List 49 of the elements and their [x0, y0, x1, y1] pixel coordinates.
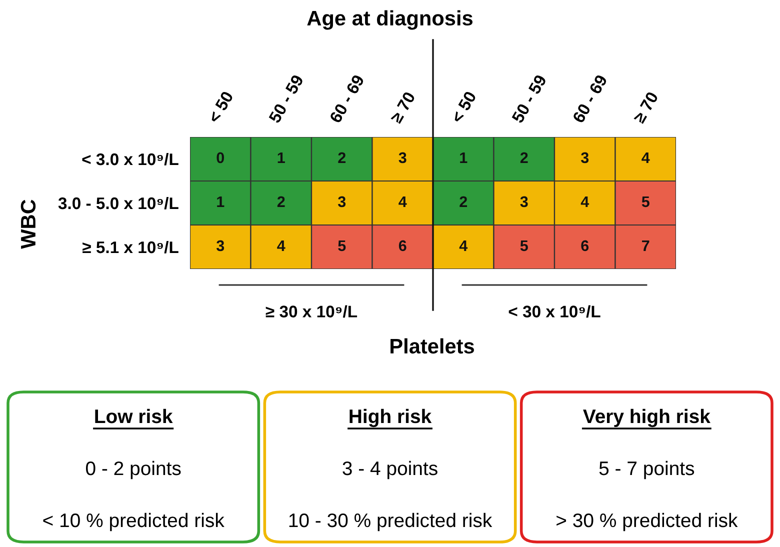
y-tick-label: 3.0 - 5.0 x 10⁹/L	[58, 196, 178, 210]
data-label: 4	[398, 196, 407, 207]
data-label: 2	[338, 152, 346, 163]
x-tick-label: 50 - 59	[511, 74, 547, 124]
text: 3 - 4 points	[342, 460, 438, 480]
text: Low risk	[95, 408, 173, 424]
text: 0 - 2 points	[86, 460, 181, 480]
y-tick-label: < 3.0 x 10⁹/L	[82, 152, 178, 166]
data-label: 3	[216, 240, 224, 252]
y-axis-title: WBC	[20, 200, 36, 249]
data-label: 4	[580, 196, 590, 207]
data-label: 3	[398, 152, 406, 164]
data-label: 1	[278, 152, 285, 163]
data-label: 3	[520, 196, 528, 208]
data-label: 4	[642, 152, 650, 163]
data-label: 6	[581, 240, 589, 252]
data-label: 2	[520, 152, 528, 163]
data-label: 0	[216, 152, 224, 164]
text: High risk	[350, 408, 432, 428]
x-axis-title: Platelets	[390, 338, 474, 354]
text: 10 - 30 % predicted risk	[289, 512, 492, 532]
x-tick-label: 60 - 69	[572, 74, 608, 124]
data-label: 5	[520, 240, 528, 252]
x-tick-label: 50 - 59	[268, 74, 304, 124]
data-label: 2	[460, 196, 468, 207]
data-label: 3	[580, 152, 589, 164]
text: 5 - 7 points	[599, 460, 694, 480]
chart-title: Age at diagnosis	[307, 10, 472, 30]
y-tick-label: ≥ 5.1 x 10⁹/L	[82, 240, 178, 254]
data-label: 6	[398, 240, 406, 252]
x-tick-label: ≥ 70	[390, 90, 416, 124]
x-tick-label: < 50	[450, 90, 477, 124]
data-label: 1	[460, 152, 468, 163]
x-tick-label: 60 - 69	[329, 74, 365, 124]
x-tick-label: ≥ 70	[632, 90, 659, 124]
data-label: 1	[217, 196, 224, 207]
data-label: 7	[642, 240, 650, 251]
data-label: 5	[338, 240, 346, 252]
data-label: 3	[338, 196, 346, 208]
data-label: 4	[459, 240, 468, 251]
x-tick-label: < 50	[208, 90, 234, 124]
data-label: 2	[277, 196, 285, 207]
text: < 30 x 10⁹/L	[508, 305, 600, 318]
data-label: 4	[277, 240, 286, 251]
text: < 10 % predicted risk	[43, 512, 224, 532]
text: ≥ 30 x 10⁹/L	[266, 305, 358, 318]
data-label: 5	[642, 196, 650, 208]
text: > 30 % predicted risk	[556, 512, 738, 532]
text: Very high risk	[583, 408, 710, 428]
